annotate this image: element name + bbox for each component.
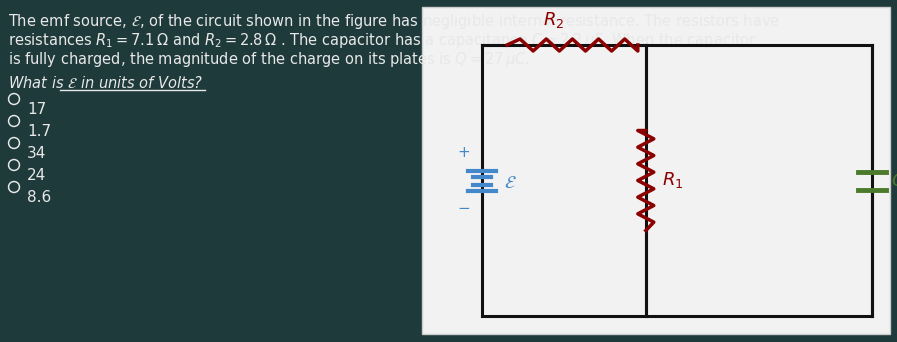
Circle shape [10, 117, 18, 125]
Text: 24: 24 [27, 168, 47, 183]
Text: resistances $R_1 = 7.1\,\Omega$ and $R_2 = 2.8\,\Omega$ . The capacitor has a ca: resistances $R_1 = 7.1\,\Omega$ and $R_2… [8, 31, 757, 50]
Text: $C$: $C$ [891, 171, 897, 189]
Text: What is $\mathcal{E}$ in units of Volts?: What is $\mathcal{E}$ in units of Volts? [8, 75, 204, 91]
Circle shape [8, 116, 20, 127]
Bar [422, 7, 890, 334]
Circle shape [8, 137, 20, 148]
Text: 34: 34 [27, 146, 47, 161]
Circle shape [10, 161, 18, 169]
Circle shape [8, 159, 20, 171]
Text: −: − [457, 201, 470, 216]
Circle shape [8, 93, 20, 105]
Text: 8.6: 8.6 [27, 190, 51, 205]
Text: The emf source, $\mathcal{E}$, of the circuit shown in the figure has negligible: The emf source, $\mathcal{E}$, of the ci… [8, 12, 779, 31]
Text: 1.7: 1.7 [27, 124, 51, 139]
Text: $R_1$: $R_1$ [662, 171, 684, 190]
Circle shape [10, 95, 18, 103]
Text: +: + [457, 145, 470, 160]
Text: $\mathcal{E}$: $\mathcal{E}$ [504, 173, 517, 192]
Text: $R_2$: $R_2$ [544, 10, 564, 30]
Circle shape [10, 139, 18, 147]
Circle shape [8, 182, 20, 193]
Text: 17: 17 [27, 102, 47, 117]
Text: is fully charged, the magnitude of the charge on its plates is $Q = 27\,\mu C$.: is fully charged, the magnitude of the c… [8, 50, 530, 69]
Circle shape [10, 183, 18, 191]
